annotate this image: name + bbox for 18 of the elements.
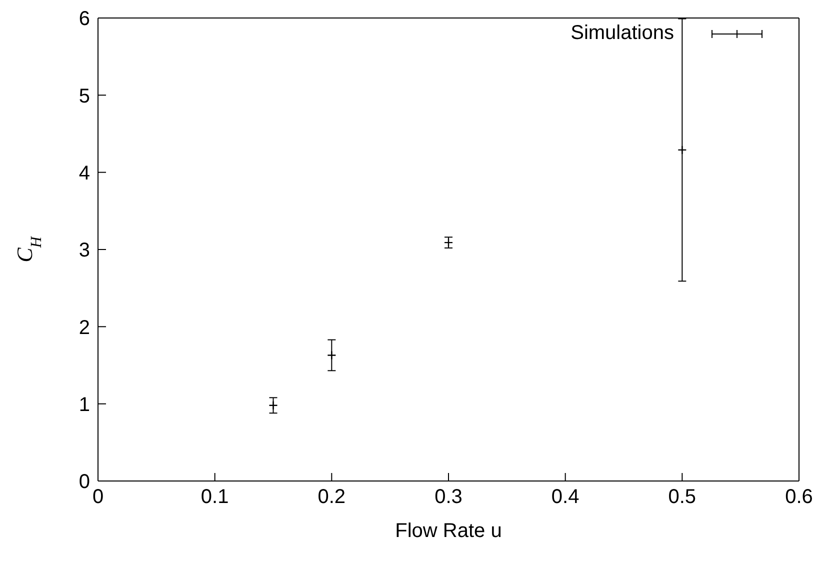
point bbox=[678, 145, 687, 155]
x-tick-label: 0.3 bbox=[434, 486, 462, 508]
x-axis-title: Flow Rate u bbox=[395, 520, 502, 542]
legend-label: Simulations bbox=[570, 22, 674, 45]
x-tick-label: 0.6 bbox=[785, 486, 813, 508]
y-tick-label: 3 bbox=[78, 240, 90, 262]
x-tick-label: 0.5 bbox=[668, 486, 696, 508]
x-tick-label: 0.1 bbox=[200, 486, 229, 508]
point bbox=[327, 350, 336, 360]
x-tick-label: 0.2 bbox=[318, 486, 346, 508]
point bbox=[268, 400, 278, 410]
y-tick-label: 5 bbox=[78, 85, 90, 108]
y-tick-label: 0 bbox=[78, 471, 90, 494]
x-tick-label: 0.4 bbox=[551, 486, 580, 508]
y-tick-label: 2 bbox=[78, 316, 90, 339]
y-tick-label: 6 bbox=[78, 8, 90, 30]
y-tick-label: 1 bbox=[78, 394, 90, 416]
y-tick-label: 4 bbox=[78, 162, 90, 184]
